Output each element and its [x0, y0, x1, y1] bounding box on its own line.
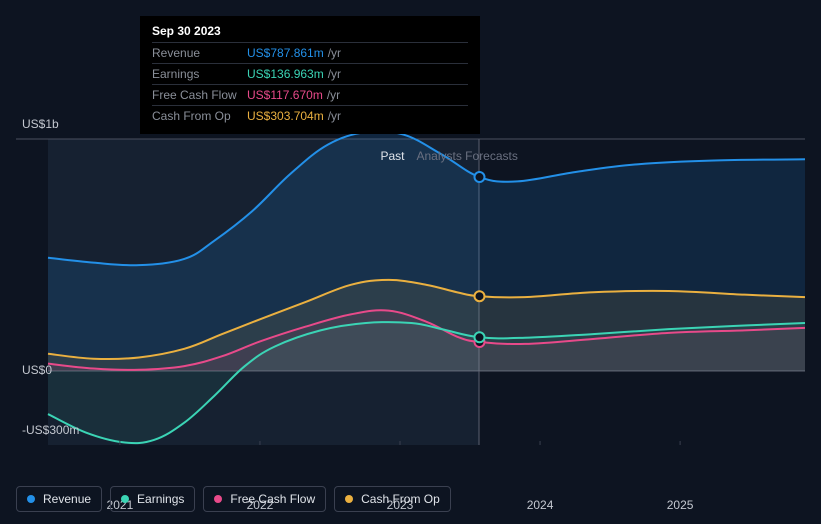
legend-label: Cash From Op [361, 492, 440, 506]
y-axis-label: US$1b [22, 117, 59, 131]
tooltip-value: US$787.861m [247, 46, 324, 60]
x-axis-label: 2025 [667, 498, 694, 512]
legend-label: Revenue [43, 492, 91, 506]
legend: Revenue Earnings Free Cash Flow Cash From O… [16, 486, 451, 512]
tooltip-row: Cash From OpUS$303.704m/yr [152, 105, 468, 126]
tooltip-label: Revenue [152, 46, 247, 60]
legend-label: Earnings [137, 492, 184, 506]
region-label-past: Past [380, 149, 404, 163]
tooltip-row: EarningsUS$136.963m/yr [152, 63, 468, 84]
legend-dot [214, 495, 222, 503]
tooltip-unit: /yr [328, 46, 341, 60]
y-axis-label: US$0 [22, 363, 52, 377]
x-axis-label: 2024 [527, 498, 554, 512]
region-label-forecast: Analysts Forecasts [417, 149, 518, 163]
legend-item-revenue[interactable]: Revenue [16, 486, 102, 512]
tooltip-label: Free Cash Flow [152, 88, 247, 102]
tooltip-value: US$303.704m [247, 109, 324, 123]
legend-item-cash_from_op[interactable]: Cash From Op [334, 486, 451, 512]
tooltip-unit: /yr [327, 88, 340, 102]
legend-dot [121, 495, 129, 503]
legend-item-free_cash_flow[interactable]: Free Cash Flow [203, 486, 326, 512]
legend-dot [27, 495, 35, 503]
legend-dot [345, 495, 353, 503]
tooltip-label: Earnings [152, 67, 247, 81]
tooltip-label: Cash From Op [152, 109, 247, 123]
legend-label: Free Cash Flow [230, 492, 315, 506]
chart-svg [16, 125, 805, 445]
y-axis-label: -US$300m [22, 423, 79, 437]
tooltip-unit: /yr [328, 109, 341, 123]
tooltip-date: Sep 30 2023 [152, 24, 468, 42]
legend-item-earnings[interactable]: Earnings [110, 486, 195, 512]
tooltip-value: US$117.670m [247, 88, 323, 102]
chart-area[interactable]: Past Analysts Forecasts US$1bUS$0-US$300… [16, 125, 805, 484]
tooltip-row: RevenueUS$787.861m/yr [152, 42, 468, 63]
chart-tooltip: Sep 30 2023 RevenueUS$787.861m/yrEarning… [140, 16, 480, 134]
tooltip-row: Free Cash FlowUS$117.670m/yr [152, 84, 468, 105]
tooltip-unit: /yr [328, 67, 341, 81]
tooltip-value: US$136.963m [247, 67, 324, 81]
